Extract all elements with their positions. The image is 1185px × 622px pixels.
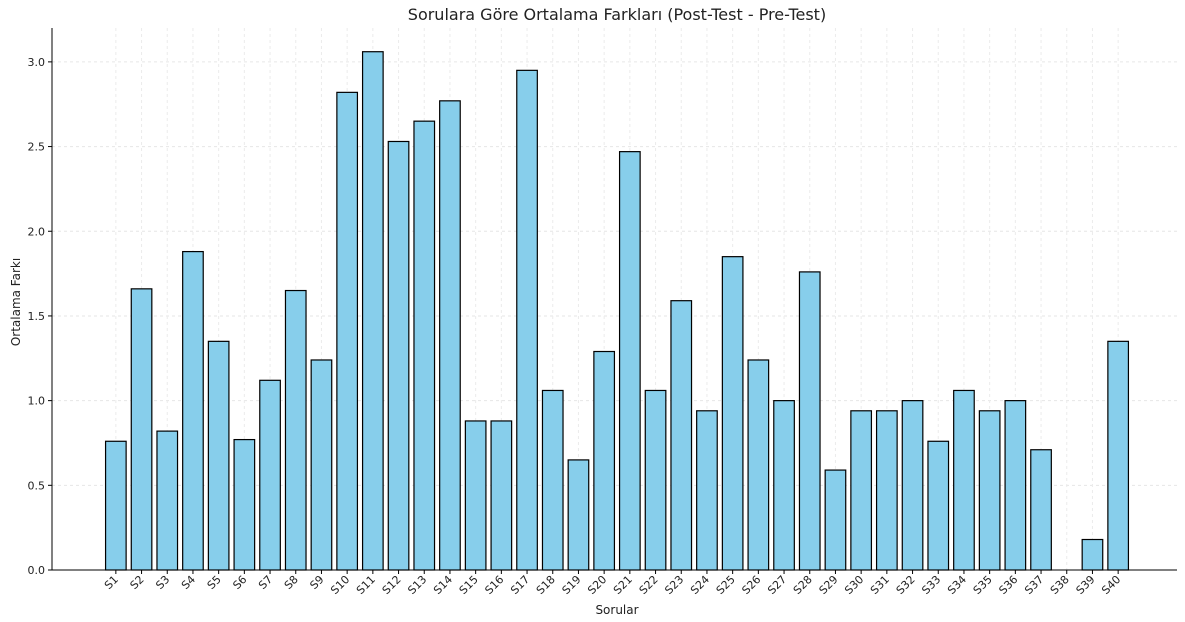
x-tick-label: S34 <box>945 573 969 597</box>
x-tick-label: S23 <box>662 573 686 597</box>
bar-s9 <box>310 359 333 571</box>
y-axis-label: Ortalama Farkı <box>9 258 23 346</box>
x-tick-label: S13 <box>405 573 429 597</box>
bar-s7 <box>259 379 281 571</box>
x-tick-label: S8 <box>282 573 301 592</box>
y-tick-label: 2.0 <box>28 225 46 238</box>
x-tick-label: S35 <box>971 573 995 597</box>
bar-s19 <box>567 459 590 571</box>
bar-s22 <box>644 389 667 571</box>
bar-s11 <box>361 51 384 571</box>
bar-s13 <box>413 120 436 571</box>
x-tick-label: S20 <box>585 573 609 597</box>
bar-s10 <box>336 91 359 571</box>
x-tick-label: S7 <box>256 573 275 592</box>
x-tick-label: S27 <box>765 573 789 597</box>
y-tick-label: 0.5 <box>28 479 46 492</box>
bar-s25 <box>721 256 744 571</box>
x-tick-label: S15 <box>457 573 481 597</box>
bar-s24 <box>696 410 718 571</box>
x-tick-label: S9 <box>307 573 326 592</box>
x-tick-label: S21 <box>611 573 635 597</box>
bar-s23 <box>670 300 693 571</box>
bar-s36 <box>1004 400 1027 571</box>
y-tick-label: 0.0 <box>28 564 46 577</box>
x-tick-label: S16 <box>482 573 506 597</box>
bar-s27 <box>773 400 795 571</box>
bar-s15 <box>464 420 487 571</box>
bars-layer <box>104 51 1130 571</box>
x-tick-label: S26 <box>739 573 763 597</box>
bar-s33 <box>927 440 950 571</box>
bar-s6 <box>233 438 256 571</box>
x-tick-label: S33 <box>919 573 943 597</box>
x-tick-label: S32 <box>894 573 918 597</box>
x-tick-label: S30 <box>842 573 866 597</box>
bar-s4 <box>182 250 204 571</box>
x-tick-label: S14 <box>431 573 455 597</box>
x-tick-label: S18 <box>534 573 558 597</box>
x-tick-label: S38 <box>1048 573 1072 597</box>
bar-s17 <box>516 69 538 571</box>
x-tick-label: S22 <box>637 573 661 597</box>
x-tick-label: S6 <box>230 573 249 592</box>
x-tick-label: S28 <box>791 573 815 597</box>
bar-s30 <box>850 410 873 571</box>
bar-s20 <box>593 350 616 571</box>
bar-s35 <box>978 410 1001 571</box>
x-tick-label: S25 <box>714 573 738 597</box>
x-tick-label: S36 <box>996 573 1020 597</box>
bar-s2 <box>130 288 153 571</box>
x-tick-label: S29 <box>817 573 841 597</box>
x-tick-label: S24 <box>688 573 712 597</box>
bar-s37 <box>1030 449 1052 571</box>
bar-s12 <box>387 140 410 571</box>
x-axis-label: Sorular <box>595 603 638 617</box>
bar-s39 <box>1081 538 1104 571</box>
x-tick-label: S31 <box>868 573 892 597</box>
x-tick-label: S5 <box>205 573 224 592</box>
x-tick-label: S3 <box>153 573 172 592</box>
bar-s3 <box>156 430 179 571</box>
x-tick-label: S1 <box>102 573 121 592</box>
x-tick-label: S4 <box>179 573 198 592</box>
bar-s32 <box>901 400 924 571</box>
y-tick-label: 1.5 <box>28 310 46 323</box>
bar-s21 <box>618 151 641 571</box>
bar-s8 <box>284 289 307 571</box>
bar-s26 <box>747 359 770 571</box>
bar-s14 <box>439 100 461 571</box>
x-tick-label: S10 <box>328 573 352 597</box>
x-tick-label: S40 <box>1099 573 1123 597</box>
chart-title: Sorulara Göre Ortalama Farkları (Post-Te… <box>408 5 826 24</box>
x-tick-label: S11 <box>354 573 378 597</box>
bar-s31 <box>875 410 898 571</box>
x-tick-label: S19 <box>560 573 584 597</box>
bar-s28 <box>798 271 821 571</box>
bar-s1 <box>104 440 127 571</box>
x-tick-label: S37 <box>1022 573 1046 597</box>
bar-s40 <box>1107 340 1130 571</box>
x-tick-label: S17 <box>508 573 532 597</box>
y-tick-label: 2.5 <box>28 141 46 154</box>
bar-s34 <box>953 389 975 571</box>
x-tick-label: S2 <box>128 573 147 592</box>
x-tick-label: S12 <box>380 573 404 597</box>
y-tick-label: 3.0 <box>28 56 46 69</box>
bar-s16 <box>490 420 513 571</box>
bar-s18 <box>541 389 564 571</box>
bar-s29 <box>824 469 847 571</box>
x-tick-label: S39 <box>1074 573 1098 597</box>
bar-s5 <box>207 340 230 571</box>
y-tick-label: 1.0 <box>28 395 46 408</box>
